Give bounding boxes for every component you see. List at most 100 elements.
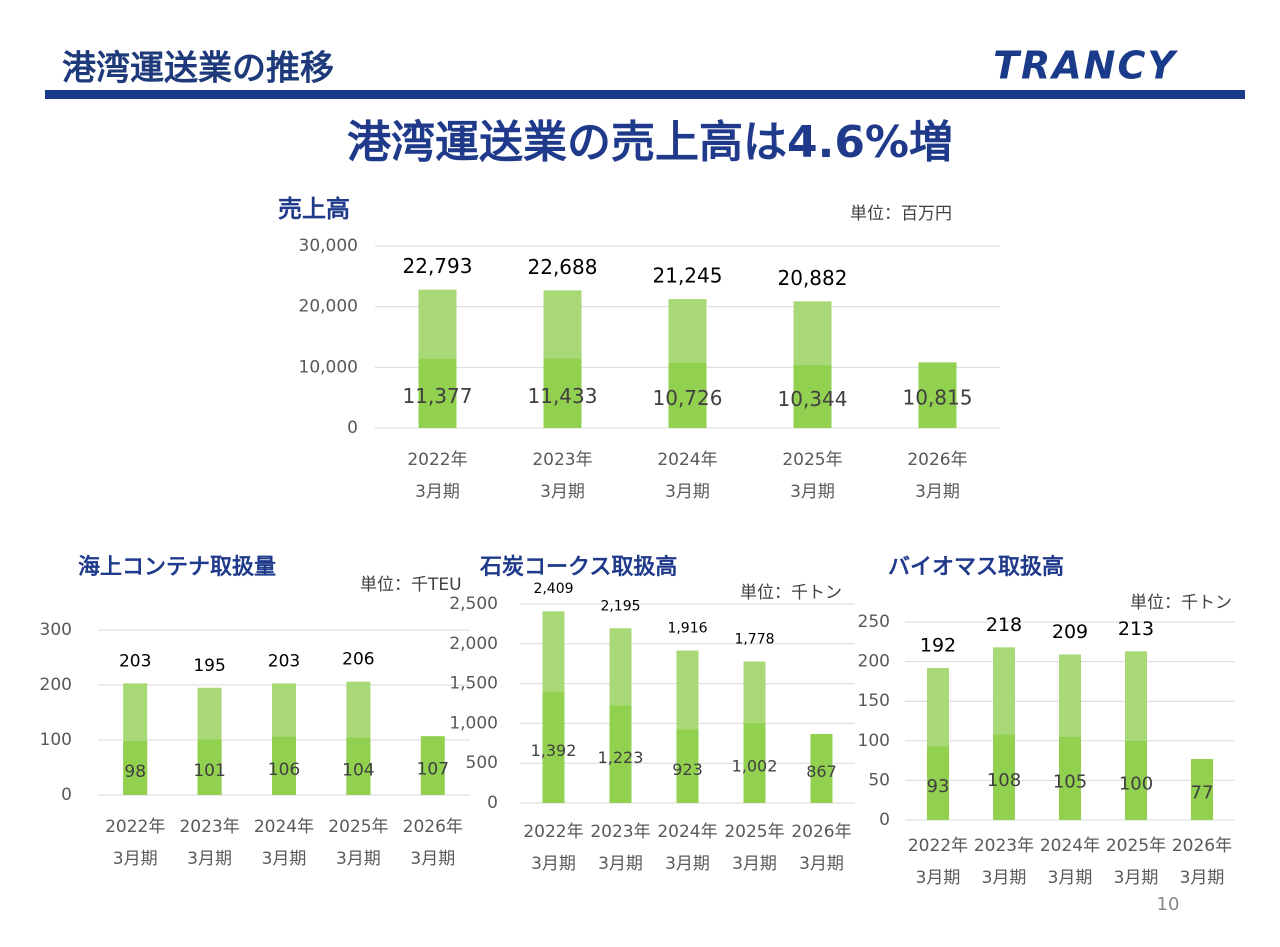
data-label: 11,377 (403, 384, 473, 408)
x-tick-label: 2024年 (657, 450, 717, 470)
x-tick-label: 3月期 (916, 868, 961, 888)
x-tick-label: 2025年 (1106, 836, 1166, 856)
x-tick-label: 3月期 (732, 854, 777, 874)
x-tick-label: 3月期 (1180, 868, 1225, 888)
x-tick-label: 2022年 (908, 836, 968, 856)
data-label: 192 (920, 634, 956, 656)
y-tick-label: 100 (40, 730, 72, 750)
x-tick-label: 3月期 (665, 854, 710, 874)
data-label: 203 (119, 651, 151, 671)
bar (743, 723, 766, 803)
y-tick-label: 300 (40, 620, 72, 640)
y-tick-label: 200 (858, 652, 890, 672)
bar (1059, 736, 1081, 820)
unit-label: 単位：千TEU (360, 575, 462, 595)
x-tick-label: 2026年 (403, 817, 463, 837)
bar (420, 736, 445, 795)
chart-title: バイオマス取扱高 (888, 554, 1064, 580)
x-tick-label: 3月期 (410, 849, 455, 869)
headline: 港湾運送業の売上高は4.6%増 (347, 117, 953, 168)
data-label: 1,392 (531, 741, 577, 760)
y-tick-label: 30,000 (299, 236, 358, 256)
x-tick-label: 2026年 (791, 822, 851, 842)
y-tick-label: 0 (61, 785, 72, 805)
bar (927, 746, 949, 820)
bar (609, 705, 632, 803)
x-tick-label: 3月期 (262, 849, 307, 869)
x-tick-label: 2026年 (1172, 836, 1232, 856)
bar (676, 729, 699, 803)
data-label: 106 (268, 760, 300, 780)
data-label: 21,245 (653, 264, 723, 288)
data-label: 10,344 (778, 387, 848, 411)
chart-title: 売上高 (278, 195, 350, 223)
y-tick-label: 10,000 (299, 357, 358, 377)
x-tick-label: 3月期 (1048, 868, 1093, 888)
data-label: 923 (672, 760, 703, 779)
x-tick-label: 2022年 (523, 822, 583, 842)
bar (418, 358, 457, 428)
bar (668, 362, 707, 428)
y-tick-label: 100 (858, 731, 890, 751)
x-tick-label: 3月期 (531, 854, 576, 874)
x-tick-label: 2025年 (782, 450, 842, 470)
data-label: 104 (342, 760, 374, 780)
data-label: 98 (124, 762, 146, 782)
page-number: 10 (1157, 894, 1180, 915)
data-label: 22,793 (403, 254, 473, 278)
logo: TRANCY (993, 44, 1178, 88)
data-label: 209 (1052, 621, 1088, 643)
x-tick-label: 2023年 (532, 450, 592, 470)
x-tick-label: 2025年 (724, 822, 784, 842)
data-label: 20,882 (778, 266, 848, 290)
data-label: 218 (986, 614, 1022, 636)
data-label: 2,409 (533, 581, 573, 597)
bar (197, 739, 222, 795)
x-tick-label: 3月期 (915, 482, 960, 502)
bar (1125, 740, 1147, 820)
y-tick-label: 150 (858, 691, 890, 711)
data-label: 1,778 (734, 631, 774, 647)
bar (1191, 759, 1213, 820)
data-label: 203 (268, 651, 300, 671)
bar (542, 692, 565, 803)
y-tick-label: 1,500 (449, 674, 498, 694)
x-tick-label: 2024年 (657, 822, 717, 842)
y-tick-label: 0 (487, 793, 498, 813)
x-tick-label: 2022年 (105, 817, 165, 837)
x-tick-label: 3月期 (790, 482, 835, 502)
x-tick-label: 2024年 (1040, 836, 1100, 856)
data-label: 2,195 (600, 598, 640, 614)
unit-label: 単位：千トン (740, 583, 842, 603)
bar (272, 736, 296, 795)
data-label: 1,223 (598, 748, 644, 767)
x-tick-label: 3月期 (336, 849, 381, 869)
data-label: 101 (193, 761, 225, 781)
bar (793, 365, 832, 428)
chart-title: 石炭コークス取扱高 (479, 554, 677, 580)
x-tick-label: 3月期 (187, 849, 232, 869)
x-tick-label: 2023年 (590, 822, 650, 842)
data-label: 1,916 (667, 620, 707, 636)
y-tick-label: 50 (868, 770, 890, 790)
bar (346, 737, 371, 795)
x-tick-label: 2024年 (254, 817, 314, 837)
y-tick-label: 250 (858, 612, 890, 632)
x-tick-label: 2023年 (179, 817, 239, 837)
y-tick-label: 200 (40, 675, 72, 695)
y-tick-label: 20,000 (299, 297, 358, 317)
x-tick-label: 3月期 (982, 868, 1027, 888)
data-label: 195 (193, 656, 225, 676)
data-label: 10,815 (903, 386, 973, 410)
data-label: 105 (1053, 771, 1087, 792)
x-tick-label: 3月期 (540, 482, 585, 502)
data-label: 213 (1118, 618, 1154, 640)
data-label: 1,002 (732, 757, 778, 776)
data-label: 77 (1191, 783, 1214, 804)
data-label: 93 (927, 776, 950, 797)
bar (918, 362, 957, 428)
bar (993, 734, 1015, 820)
data-label: 11,433 (528, 384, 598, 408)
x-tick-label: 2023年 (974, 836, 1034, 856)
